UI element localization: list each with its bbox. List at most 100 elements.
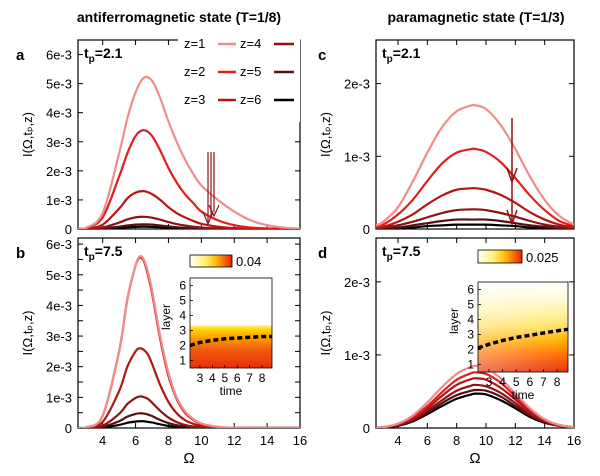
x-axis-label-d: Ω — [469, 450, 480, 467]
series-line-c-z2 — [376, 147, 574, 228]
time-arrow-c — [506, 118, 518, 227]
y-axis-label-c: I(Ω,tₚ,z) — [318, 112, 333, 157]
inset-y-tick-label: 6 — [179, 279, 186, 293]
y-tick-label-d: 0 — [363, 421, 370, 436]
inset-y-tick-label: 1 — [467, 358, 474, 372]
inset-x-tick-label: 5 — [513, 375, 520, 389]
inset-y-tick-label: 3 — [179, 324, 186, 338]
colorbar — [477, 249, 523, 264]
series-line-c-z6 — [376, 223, 574, 229]
series-line-a-z6 — [78, 225, 300, 229]
x-axis-label-b: Ω — [183, 450, 194, 467]
inset-x-label: time — [512, 388, 535, 402]
series-line-c-z5 — [376, 218, 574, 229]
y-axis-label-b: I(Ω,tₚ,z) — [20, 311, 35, 356]
series-line-c-z4 — [376, 208, 574, 229]
y-tick-label-a: 1e-3 — [46, 193, 72, 208]
inset-y-tick-label: 5 — [179, 294, 186, 308]
y-tick-label-c: 1e-3 — [344, 149, 370, 164]
legend-label-z6: z=6 — [240, 92, 261, 107]
y-tick-label-a: 0 — [65, 222, 72, 237]
x-tick-label-b: 10 — [194, 433, 208, 448]
x-tick-label-d: 12 — [508, 433, 522, 448]
legend-box — [178, 30, 300, 122]
tp-label-c: tp=2.1 — [382, 45, 421, 65]
inset-x-label: time — [220, 384, 243, 398]
y-tick-label-d: 1e-3 — [344, 348, 370, 363]
panel-letter-d: d — [318, 245, 327, 262]
y-tick-label-b: 3e-3 — [46, 329, 72, 344]
y-tick-label-d: 2e-3 — [344, 275, 370, 290]
x-tick-label-d: 16 — [567, 433, 581, 448]
x-tick-label-b: 14 — [260, 433, 274, 448]
tp-label-b: tp=7.5 — [84, 243, 123, 263]
inset-y-tick-label: 5 — [467, 298, 474, 312]
tp-label-a: tp=2.1 — [84, 45, 123, 65]
x-tick-label-b: 6 — [132, 433, 139, 448]
inset-x-tick-label: 7 — [540, 375, 547, 389]
inset-y-tick-label: 1 — [179, 354, 186, 368]
x-tick-label-d: 10 — [479, 433, 493, 448]
series-line-d-z1 — [376, 364, 574, 428]
panel-c: c 0 1e-3 2e-3 I(Ω,tₚ,z) tp=2.1 — [318, 39, 575, 237]
arrow-head — [506, 209, 518, 227]
panel-letter-a: a — [16, 47, 25, 64]
plot-frame-c — [375, 39, 575, 230]
y-tick-label-b: 0 — [65, 421, 72, 436]
inset-x-tick-label: 6 — [234, 371, 241, 385]
inset-x-tick-label: 4 — [499, 375, 506, 389]
y-tick-label-a: 4e-3 — [46, 106, 72, 121]
dashed-front-curve — [189, 334, 272, 348]
y-tick-label-b: 1e-3 — [46, 390, 72, 405]
legend-label-z3: z=3 — [184, 92, 205, 107]
y-tick-label-a: 6e-3 — [46, 48, 72, 63]
left-column-title: antiferromagnetic state (T=1/8) — [77, 9, 281, 25]
y-tick-label-b: 6e-3 — [46, 237, 72, 252]
y-tick-label-c: 2e-3 — [344, 77, 370, 92]
legend-label-z4: z=4 — [240, 36, 261, 51]
x-tick-label-b: 4 — [99, 433, 106, 448]
legend-label-z5: z=5 — [240, 64, 261, 79]
panel-a: a 0 1e-3 2e-3 3e-3 4e-3 5e-3 6e-3 I(Ω,tₚ,z) tp=2.… — [16, 39, 301, 237]
x-tick-label-d: 4 — [394, 433, 401, 448]
inset-y-tick-label: 2 — [467, 343, 474, 357]
series-line-a-z2 — [78, 129, 300, 229]
inset-y-tick-label: 3 — [467, 328, 474, 342]
inset-x-tick-label: 4 — [209, 371, 216, 385]
panel-letter-b: b — [16, 245, 25, 262]
inset-x-tick-label: 6 — [526, 375, 533, 389]
y-axis-label-a: I(Ω,tₚ,z) — [20, 112, 35, 157]
series-line-c-z1 — [376, 103, 574, 227]
arrow-head — [208, 204, 220, 218]
inset-x-tick-label: 8 — [259, 371, 266, 385]
inset-x-tick-label: 8 — [554, 375, 561, 389]
tp-label-d: tp=7.5 — [382, 243, 421, 263]
y-tick-label-b: 2e-3 — [46, 360, 72, 375]
panel-letter-c: c — [318, 47, 326, 64]
time-arrow-a — [202, 152, 220, 226]
x-tick-label-d: 14 — [537, 433, 551, 448]
inset-frame — [189, 277, 273, 369]
series-line-b-z6 — [78, 420, 300, 428]
panel-b: b 0 1e-3 2e-3 3e-3 4e-3 5e-3 6e-3 4 6 8 10 12 14 16 I(Ω… — [16, 237, 307, 467]
x-tick-label-b: 16 — [293, 433, 307, 448]
inset-frame — [477, 281, 569, 373]
y-tick-label-a: 2e-3 — [46, 164, 72, 179]
y-tick-label-b: 5e-3 — [46, 268, 72, 283]
x-tick-label-b: 8 — [165, 433, 172, 448]
series-line-a-z1 — [78, 75, 300, 229]
colorbar-max-label: 0.025 — [526, 250, 559, 265]
y-tick-label-b: 4e-3 — [46, 298, 72, 313]
legend: z=1 z=2 z=3 z=4 z=5 z=6 — [178, 30, 300, 122]
inset-y-label: layer — [447, 308, 461, 334]
inset-x-tick-label: 3 — [197, 371, 204, 385]
plot-frame-d — [375, 237, 575, 429]
inset-x-tick-label: 7 — [246, 371, 253, 385]
inset-y-tick-label: 2 — [179, 339, 186, 353]
inset-y-tick-label: 4 — [179, 309, 186, 323]
inset-y-label: layer — [159, 304, 173, 330]
series-line-c-z3 — [376, 187, 574, 229]
